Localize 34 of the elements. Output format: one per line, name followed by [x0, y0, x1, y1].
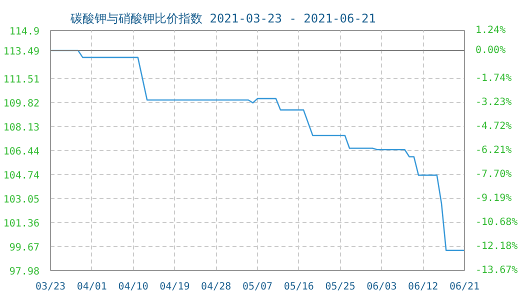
y2-tick-label: 0.00%	[476, 44, 506, 56]
y-tick-label: 99.67	[9, 242, 40, 254]
x-tick-label: 03/23	[35, 282, 66, 292]
y-tick-label: 106.44	[3, 146, 40, 158]
y-tick-label: 104.74	[3, 170, 40, 182]
y-tick-label: 108.13	[3, 122, 40, 134]
x-tick-label: 05/16	[284, 282, 314, 292]
y2-tick-label: -3.23%	[476, 96, 512, 108]
y-tick-label: 109.82	[3, 98, 40, 110]
y2-tick-label: -12.18%	[476, 241, 518, 252]
y2-tick-label: -4.72%	[476, 120, 512, 132]
x-tick-label: 04/28	[201, 282, 232, 292]
x-tick-label: 06/12	[408, 282, 438, 292]
y-tick-label: 114.9	[9, 26, 40, 38]
y2-tick-label: -6.21%	[476, 144, 512, 156]
y2-tick-label: 1.24%	[476, 25, 506, 36]
x-tick-label: 04/10	[118, 282, 148, 292]
y-tick-label: 103.05	[3, 194, 40, 206]
x-tick-label: 05/25	[325, 282, 356, 292]
y2-tick-label: -10.68%	[476, 216, 518, 228]
chart-title: 碳酸钾与硝酸钾比价指数 2021-03-23 - 2021-06-21	[70, 12, 376, 26]
x-tick-label: 05/07	[242, 282, 273, 292]
y-tick-label: 101.36	[3, 218, 40, 230]
y2-tick-label: -7.70%	[476, 168, 512, 180]
y2-tick-label: -13.67%	[476, 265, 518, 276]
y-tick-label: 113.49	[3, 46, 40, 58]
y2-tick-label: -1.74%	[476, 72, 512, 84]
x-tick-label: 06/03	[366, 282, 397, 292]
x-tick-label: 04/01	[76, 282, 107, 292]
y-tick-label: 97.98	[9, 266, 40, 278]
x-tick-label: 06/21	[449, 282, 480, 292]
y2-tick-label: -9.19%	[476, 192, 512, 204]
x-tick-label: 04/19	[160, 282, 190, 292]
y-tick-label: 111.51	[3, 74, 40, 86]
